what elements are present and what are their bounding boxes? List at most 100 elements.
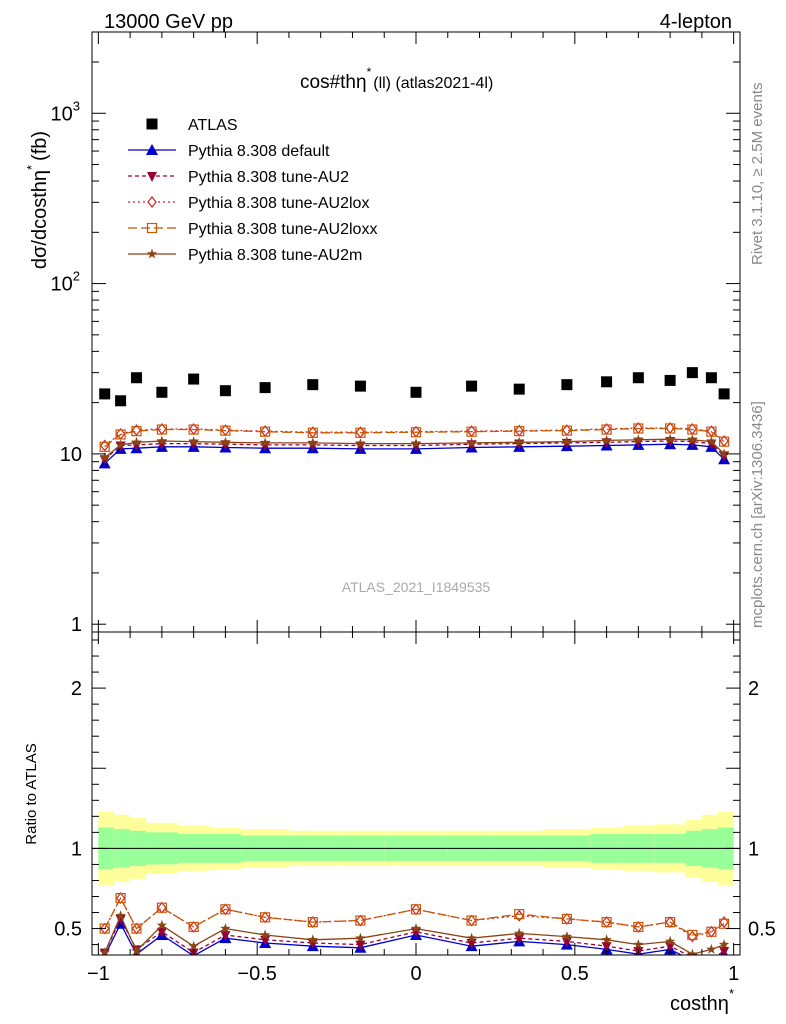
main-point-s5-1 bbox=[115, 439, 126, 450]
ratio-point-s3-5 bbox=[220, 904, 231, 915]
ylabel-unit: (fb) bbox=[29, 131, 51, 161]
main-point-s5-6 bbox=[259, 437, 271, 448]
legend-marker-4 bbox=[146, 222, 158, 234]
title-super: * bbox=[367, 65, 372, 79]
main-point-s0-16 bbox=[686, 367, 698, 379]
main-point-s4-5 bbox=[220, 425, 231, 436]
ratio-ticks bbox=[92, 632, 740, 955]
ratio-point-s1-13 bbox=[601, 942, 612, 953]
main-point-s5-2 bbox=[131, 436, 142, 447]
main-point-s0-8 bbox=[354, 380, 366, 392]
main-point-s2-3 bbox=[156, 439, 167, 450]
main-ylabel: dσ/dcosthη* (fb) bbox=[24, 131, 51, 269]
ylabel-main: dσ/dcosthη bbox=[29, 170, 51, 269]
ratio-point-s3-11 bbox=[514, 909, 525, 920]
main-point-s5-9 bbox=[410, 438, 422, 448]
xlabel-super: * bbox=[729, 986, 734, 1001]
ratio-ytick-label-right-1: 1 bbox=[748, 838, 759, 860]
main-ticks bbox=[92, 31, 740, 632]
main-point-s4-18 bbox=[719, 436, 730, 447]
ratio-ytick-label-right-2: 2 bbox=[748, 678, 759, 700]
ratio-panel: 0.5 0.5 1 1 2 2 −1 −0.5 0 0.5 1 Ratio to ATLAS co… bbox=[23, 631, 776, 1015]
legend: ATLAS Pythia 8.308 default Pythia 8.308 tu… bbox=[128, 117, 377, 264]
ratio-point-s4-13 bbox=[601, 934, 612, 945]
x-tick-labels: −1 −0.5 0 0.5 1 bbox=[87, 963, 739, 985]
ratio-line-3 bbox=[104, 896, 725, 936]
ratio-ylabel: Ratio to ATLAS bbox=[23, 743, 40, 844]
ratio-point-s1-3 bbox=[156, 927, 167, 938]
main-point-s0-1 bbox=[115, 395, 127, 407]
ratio-point-s1-8 bbox=[355, 940, 366, 951]
ratio-y-tick-labels: 0.5 0.5 1 1 2 2 bbox=[54, 678, 776, 940]
main-point-s5-4 bbox=[188, 436, 199, 447]
ratio-ytick-label-0: 0.5 bbox=[54, 919, 82, 941]
main-point-s0-15 bbox=[664, 374, 676, 386]
legend-marker-2 bbox=[147, 172, 157, 182]
main-point-s4-15 bbox=[665, 423, 676, 434]
ratio-point-s2-16 bbox=[687, 930, 698, 943]
ratio-point-s1-17 bbox=[706, 955, 716, 965]
ratio-point-s3-13 bbox=[601, 917, 612, 928]
ratio-series-layer bbox=[99, 892, 730, 965]
main-point-s4-0 bbox=[99, 441, 110, 452]
title-eta: η bbox=[356, 72, 367, 93]
x-tick-label-0: −1 bbox=[87, 963, 110, 985]
main-point-s0-6 bbox=[259, 382, 271, 394]
main-point-s5-11 bbox=[514, 436, 525, 447]
ratio-point-s1-5 bbox=[220, 930, 231, 941]
main-point-s4-6 bbox=[260, 426, 271, 437]
ratio-point-s0-16 bbox=[692, 954, 693, 955]
ylabel-super: * bbox=[24, 165, 39, 170]
main-point-s5-17 bbox=[706, 436, 717, 447]
ratio-point-s1-1 bbox=[115, 914, 126, 925]
main-point-s4-8 bbox=[355, 427, 366, 438]
ratio-point-s4-10 bbox=[466, 932, 477, 943]
main-point-s0-9 bbox=[410, 386, 422, 398]
x-axis-label: costhη* bbox=[670, 986, 734, 1015]
x-tick-label-1: −0.5 bbox=[237, 963, 276, 985]
ratio-point-s1-18 bbox=[719, 946, 730, 955]
main-point-s0-18 bbox=[718, 388, 730, 400]
title-main: cos#th bbox=[300, 72, 356, 93]
ratio-point-s3-16 bbox=[687, 929, 698, 941]
main-point-s5-10 bbox=[466, 437, 477, 448]
main-point-s0-12 bbox=[561, 379, 573, 391]
ratio-point-s3-17 bbox=[706, 926, 717, 937]
ratio-ytick-label-2: 2 bbox=[71, 678, 82, 700]
ratio-point-s3-6 bbox=[260, 912, 271, 923]
main-title: cos#thη*(ll) (atlas2021-4l) bbox=[300, 65, 493, 93]
legend-marker-3 bbox=[147, 196, 157, 208]
ratio-point-s3-10 bbox=[466, 915, 477, 926]
main-point-s0-3 bbox=[156, 386, 168, 398]
ratio-point-s4-4 bbox=[188, 940, 199, 951]
ratio-point-s3-3 bbox=[156, 902, 167, 913]
main-point-s0-0 bbox=[99, 388, 111, 400]
main-point-s0-10 bbox=[466, 380, 478, 392]
main-point-s0-14 bbox=[632, 372, 644, 384]
main-ytick-label-2: 102 bbox=[51, 269, 80, 296]
header-right: 4-lepton bbox=[660, 11, 732, 33]
main-point-s0-11 bbox=[513, 383, 525, 395]
xlabel-main: costhη bbox=[670, 993, 729, 1015]
legend-label-1: Pythia 8.308 default bbox=[188, 143, 330, 160]
main-point-s4-9 bbox=[410, 427, 422, 438]
main-point-s4-3 bbox=[156, 424, 167, 435]
ratio-point-s3-15 bbox=[665, 917, 676, 928]
x-tick-label-3: 0.5 bbox=[561, 963, 589, 985]
x-tick-label-2: 0 bbox=[410, 963, 421, 985]
legend-label-4: Pythia 8.308 tune-AU2loxx bbox=[188, 221, 377, 238]
main-point-s0-13 bbox=[601, 376, 613, 388]
main-point-s4-10 bbox=[466, 426, 477, 437]
ratio-point-s4-15 bbox=[664, 935, 676, 946]
main-ytick-label-0: 1 bbox=[71, 614, 82, 636]
ratio-point-s4-14 bbox=[633, 939, 644, 949]
main-point-s5-7 bbox=[307, 437, 318, 448]
ratio-point-s3-18 bbox=[719, 918, 730, 929]
main-y-tick-labels: 1 10 102 103 bbox=[51, 98, 82, 636]
main-point-s3-0 bbox=[99, 439, 110, 452]
ratio-point-s4-17 bbox=[706, 943, 717, 954]
main-point-s5-3 bbox=[156, 435, 168, 446]
ratio-point-s2-3 bbox=[157, 901, 167, 914]
